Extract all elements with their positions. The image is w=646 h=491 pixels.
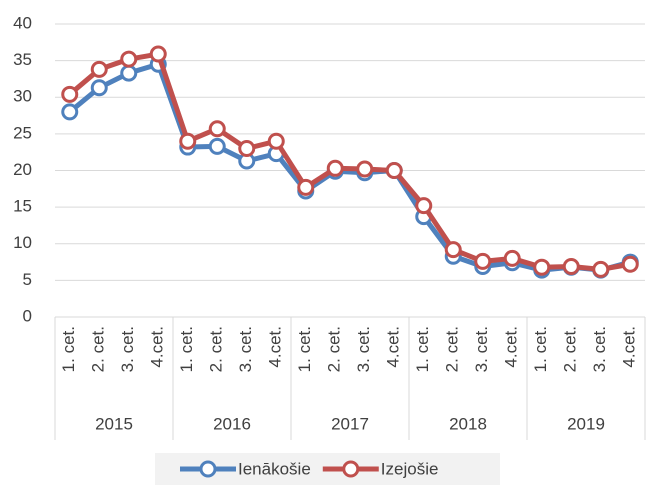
legend-marker	[342, 460, 360, 478]
x-tick-label: 2. cet.	[561, 326, 580, 372]
x-tick-label: 3. cet.	[472, 326, 491, 372]
point	[208, 120, 226, 138]
x-tick-label: 2. cet.	[325, 326, 344, 372]
x-tick-label: 3. cet.	[118, 326, 137, 372]
x-tick-label: 1. cet.	[59, 326, 78, 372]
point	[474, 252, 492, 270]
y-tick-label: 20	[13, 160, 32, 179]
point	[267, 132, 285, 150]
point	[385, 162, 403, 179]
legend-marker	[199, 460, 217, 478]
point	[149, 45, 167, 63]
x-tick-label: 1. cet.	[295, 326, 314, 372]
series-line	[68, 51, 631, 272]
x-tick-label: 3. cet.	[354, 326, 373, 372]
point	[415, 197, 433, 215]
y-tick-label: 10	[13, 233, 32, 252]
x-tick-label: 1. cet.	[531, 326, 550, 372]
x-tick-label: 1. cet.	[177, 326, 196, 372]
group-label: 2018	[449, 414, 487, 433]
group-label: 2016	[213, 414, 251, 433]
group-label: 2015	[95, 414, 133, 433]
point	[503, 249, 521, 267]
x-tick-label: 3. cet.	[236, 326, 255, 372]
point	[621, 255, 639, 273]
point	[356, 160, 374, 178]
point	[61, 103, 79, 121]
x-tick-label: 2. cet.	[207, 326, 226, 372]
legend-label: Ienākošie	[238, 459, 311, 478]
x-tick-label: 4.cet.	[620, 326, 639, 368]
group-label: 2017	[331, 414, 369, 433]
y-tick-label: 15	[13, 197, 32, 216]
x-tick-label: 1. cet.	[413, 326, 432, 372]
legend-label: Izejošie	[381, 459, 439, 478]
x-tick-label: 4.cet.	[384, 326, 403, 368]
point	[562, 257, 580, 275]
point	[179, 132, 197, 150]
point	[120, 64, 138, 82]
y-tick-label: 0	[23, 306, 32, 325]
group-label: 2019	[567, 414, 605, 433]
y-tick-label: 25	[13, 123, 32, 142]
point	[444, 241, 462, 259]
y-tick-label: 5	[23, 270, 32, 289]
point	[61, 85, 79, 103]
point	[90, 60, 108, 78]
y-tick-label: 40	[13, 13, 32, 32]
point	[238, 140, 256, 158]
y-tick-label: 30	[13, 87, 32, 106]
x-tick-label: 4.cet.	[148, 326, 167, 368]
x-tick-label: 4.cet.	[502, 326, 521, 368]
point	[326, 159, 344, 177]
point	[120, 50, 138, 68]
y-tick-label: 35	[13, 50, 32, 69]
x-tick-label: 2. cet.	[443, 326, 462, 372]
point	[208, 137, 226, 155]
point	[592, 260, 610, 278]
x-tick-label: 3. cet.	[590, 326, 609, 372]
point	[90, 79, 108, 97]
x-tick-label: 2. cet.	[89, 326, 108, 372]
point	[297, 178, 315, 196]
x-tick-label: 4.cet.	[266, 326, 285, 368]
point	[533, 258, 551, 276]
